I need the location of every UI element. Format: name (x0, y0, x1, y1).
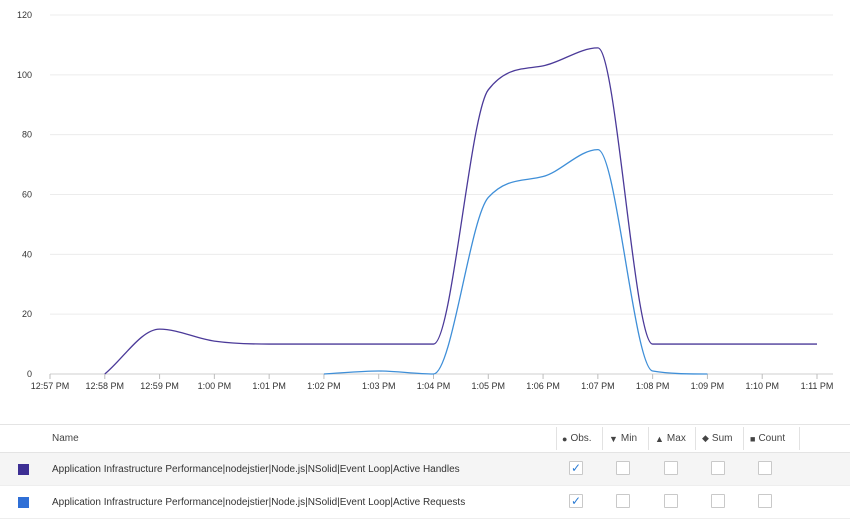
chart-series (105, 48, 817, 374)
count-checkbox[interactable] (758, 461, 772, 475)
series-name: Application Infrastructure Performance|n… (52, 453, 460, 485)
square-icon: ■ (750, 434, 755, 444)
diamond-icon: ◆ (702, 433, 709, 444)
sum-header-label: Sum (712, 433, 733, 444)
x-axis: 12:57 PM 12:58 PM 12:59 PM 1:00 PM 1:01 PM 1:… (31, 374, 834, 391)
x-tick-label: 1:10 PM (745, 381, 779, 391)
y-tick-label: 20 (22, 309, 32, 319)
obs-column-header[interactable]: ● Obs. (562, 425, 592, 452)
x-tick-label: 12:58 PM (86, 381, 125, 391)
obs-header-label: Obs. (570, 433, 591, 444)
min-column-header[interactable]: ▼ Min (609, 425, 637, 452)
x-tick-label: 12:57 PM (31, 381, 70, 391)
legend-row-active-handles[interactable]: Application Infrastructure Performance|n… (0, 453, 850, 486)
up-triangle-icon: ▲ (655, 434, 664, 444)
legend-table: Name ● Obs. ▼ Min ▲ Max ◆ Sum ■ Count (0, 424, 850, 519)
y-tick-label: 120 (17, 10, 32, 20)
sum-column-header[interactable]: ◆ Sum (702, 425, 732, 452)
column-divider (695, 427, 696, 450)
name-column-header[interactable]: Name (52, 425, 79, 452)
column-divider (743, 427, 744, 450)
min-header-label: Min (621, 433, 637, 444)
dot-icon: ● (562, 434, 567, 444)
max-header-label: Max (667, 433, 686, 444)
x-tick-label: 1:08 PM (636, 381, 670, 391)
sum-checkbox[interactable] (711, 461, 725, 475)
series-color-swatch (18, 497, 29, 508)
max-checkbox[interactable] (664, 461, 678, 475)
series-color-swatch (18, 464, 29, 475)
y-tick-label: 60 (22, 190, 32, 200)
y-tick-label: 80 (22, 130, 32, 140)
x-tick-label: 1:07 PM (581, 381, 615, 391)
count-column-header[interactable]: ■ Count (750, 425, 785, 452)
count-checkbox[interactable] (758, 494, 772, 508)
y-axis: 0 20 40 60 80 100 120 (17, 10, 32, 379)
down-triangle-icon: ▼ (609, 434, 618, 444)
x-tick-label: 12:59 PM (140, 381, 179, 391)
chart-gridlines (50, 15, 833, 374)
column-divider (799, 427, 800, 450)
legend-row-active-requests[interactable]: Application Infrastructure Performance|n… (0, 486, 850, 519)
series-line-2 (324, 150, 708, 374)
obs-checkbox[interactable]: ✓ (569, 461, 583, 475)
x-tick-label: 1:09 PM (691, 381, 725, 391)
x-tick-label: 1:02 PM (307, 381, 341, 391)
x-tick-label: 1:00 PM (198, 381, 232, 391)
x-tick-label: 1:11 PM (801, 381, 834, 391)
legend-header-row: Name ● Obs. ▼ Min ▲ Max ◆ Sum ■ Count (0, 424, 850, 453)
column-divider (556, 427, 557, 450)
x-tick-label: 1:05 PM (472, 381, 506, 391)
obs-checkbox[interactable]: ✓ (569, 494, 583, 508)
min-checkbox[interactable] (616, 461, 630, 475)
y-tick-label: 100 (17, 70, 32, 80)
column-divider (602, 427, 603, 450)
x-tick-label: 1:04 PM (417, 381, 451, 391)
y-tick-label: 0 (27, 369, 32, 379)
x-tick-label: 1:01 PM (252, 381, 286, 391)
x-tick-label: 1:03 PM (362, 381, 396, 391)
count-header-label: Count (758, 433, 785, 444)
max-column-header[interactable]: ▲ Max (655, 425, 686, 452)
max-checkbox[interactable] (664, 494, 678, 508)
line-chart: 0 20 40 60 80 100 120 12:57 PM 12:58 PM 12:59 PM… (0, 0, 850, 400)
series-name: Application Infrastructure Performance|n… (52, 486, 465, 518)
swatch-cell (18, 486, 29, 518)
min-checkbox[interactable] (616, 494, 630, 508)
series-line-1 (105, 48, 817, 374)
y-tick-label: 40 (22, 249, 32, 259)
x-tick-label: 1:06 PM (526, 381, 560, 391)
column-divider (648, 427, 649, 450)
swatch-cell (18, 453, 29, 485)
sum-checkbox[interactable] (711, 494, 725, 508)
